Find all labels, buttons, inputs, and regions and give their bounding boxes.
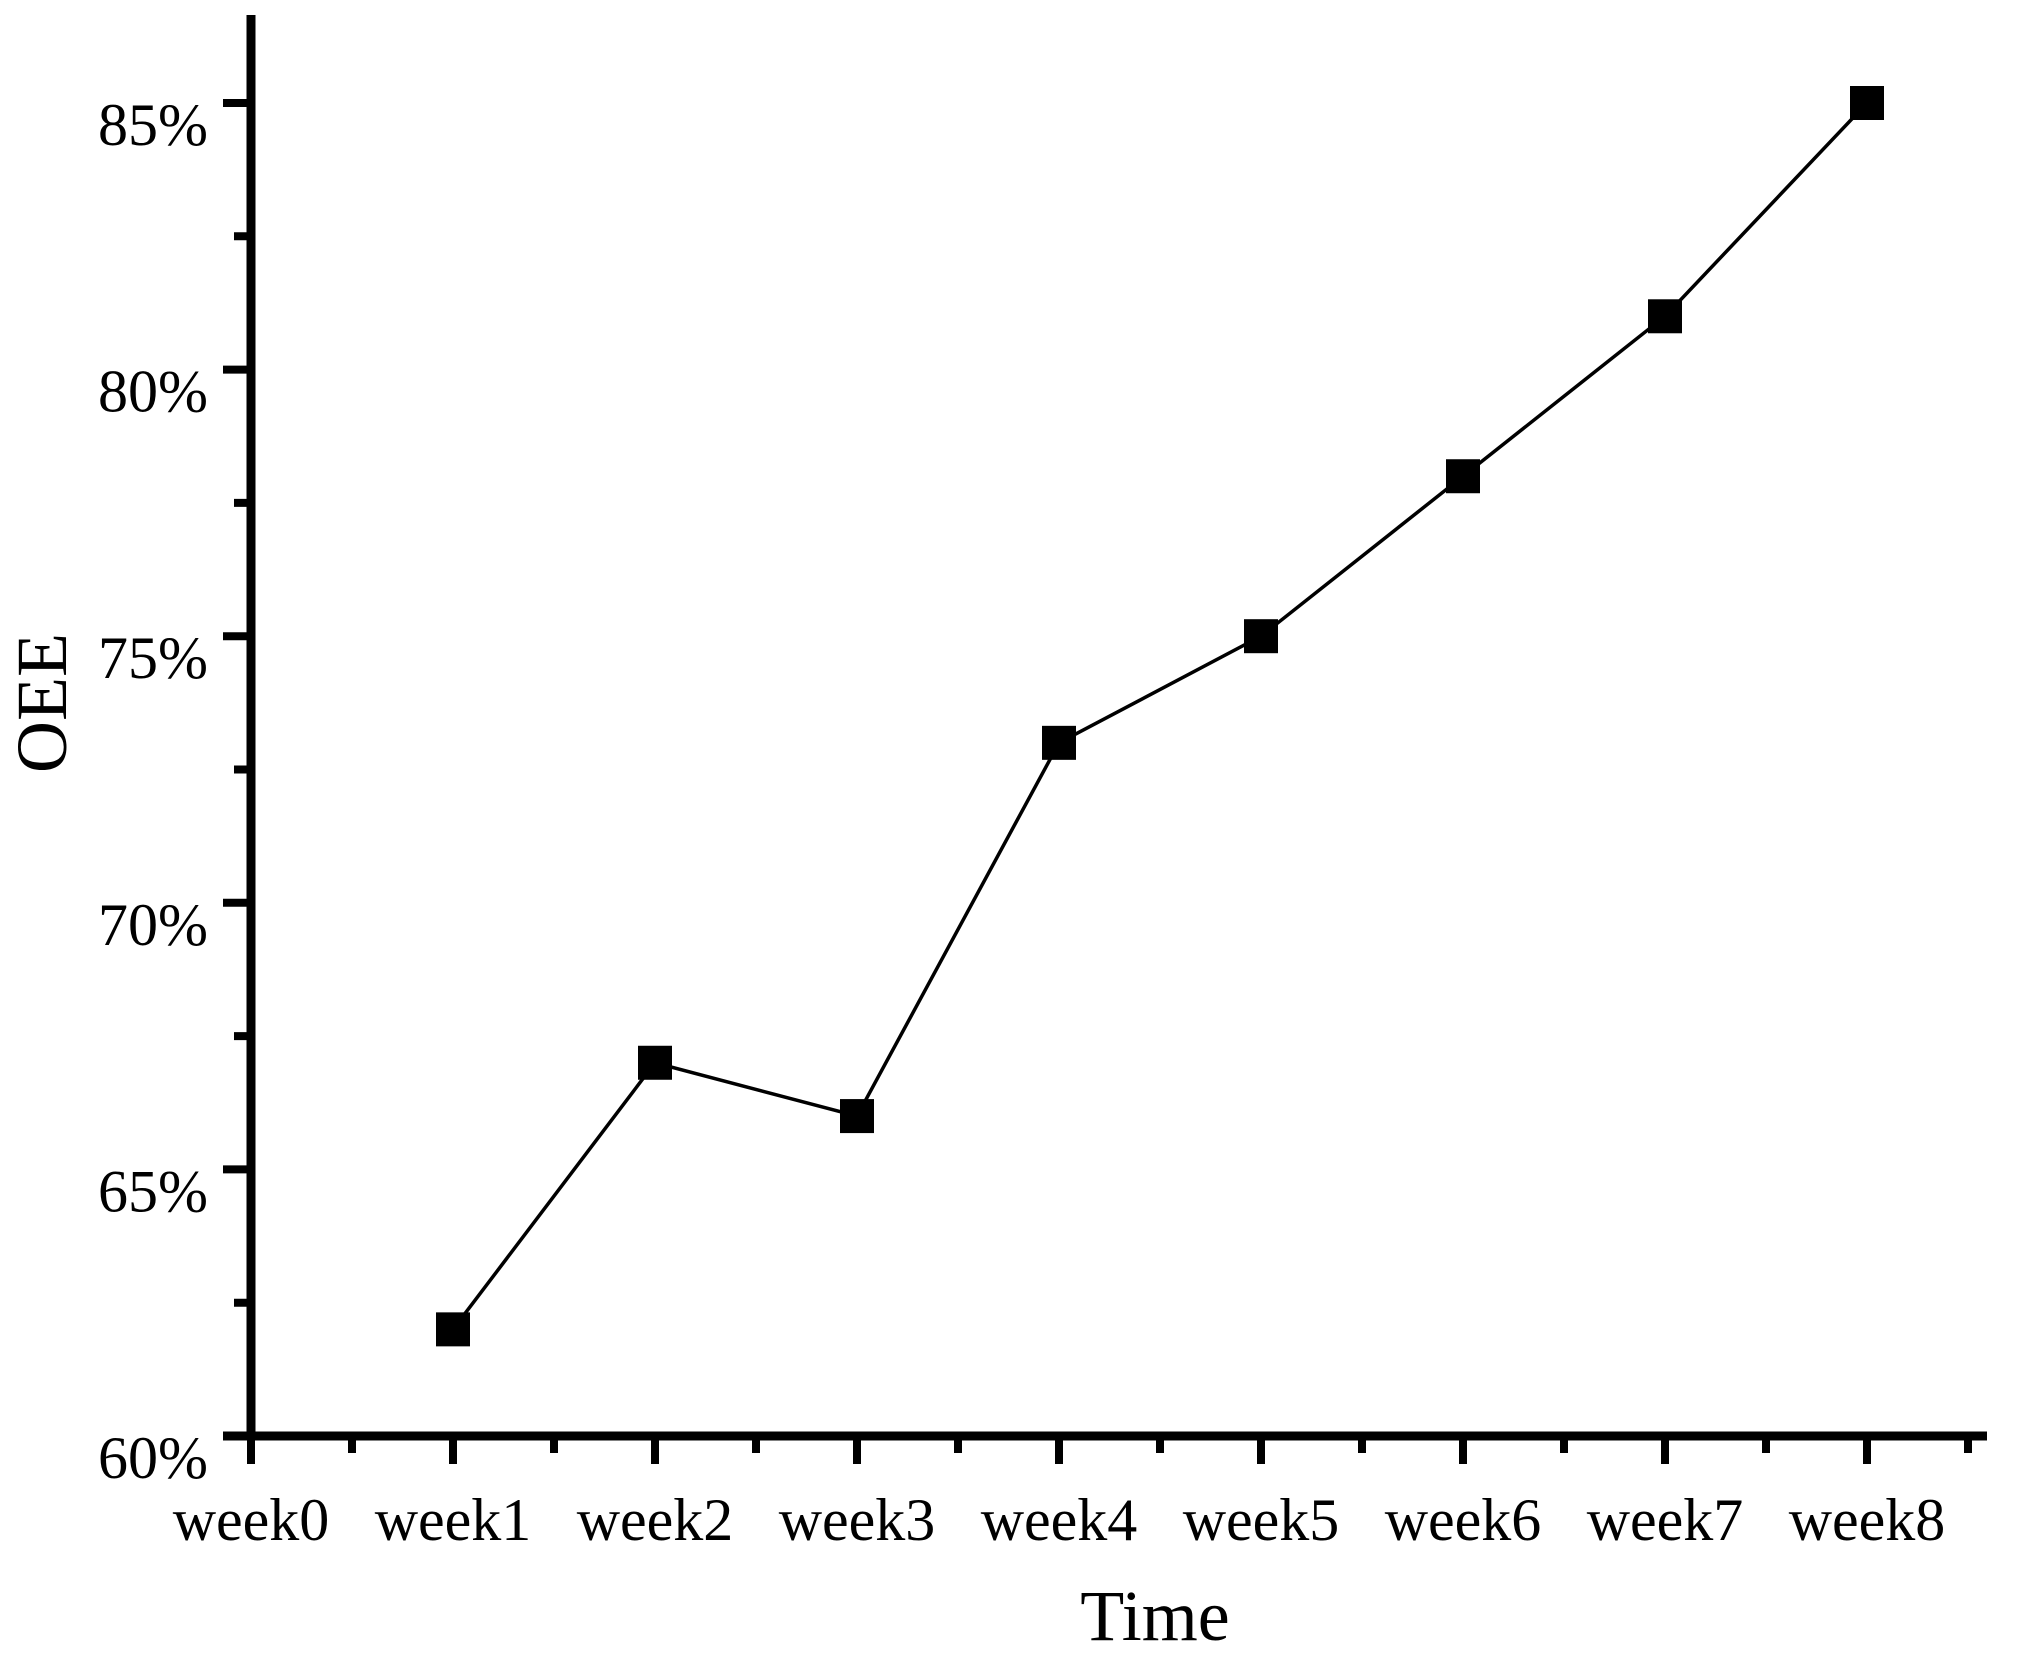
data-point-week7 (1648, 299, 1682, 334)
y-tick-label: 80% (98, 359, 208, 425)
y-tick-label: 60% (98, 1425, 208, 1491)
y-axis-tick-labels: 60% 65% 70% 75% 80% 85% (98, 92, 208, 1491)
x-tick-label: week0 (173, 1487, 330, 1553)
data-point-week4 (1042, 725, 1076, 760)
y-tick-label: 85% (98, 92, 208, 158)
x-tick-label: week2 (577, 1487, 734, 1553)
data-point-week3 (840, 1099, 874, 1134)
y-tick-label: 75% (98, 625, 208, 691)
data-point-week6 (1446, 459, 1480, 494)
y-tick-label: 70% (98, 892, 208, 958)
x-tick-label: week8 (1789, 1487, 1946, 1553)
y-axis-title: OEE (2, 633, 82, 773)
x-tick-label: week1 (375, 1487, 532, 1553)
x-axis-tick-labels: week0 week1 week2 week3 week4 week5 week6 week7… (173, 1487, 1946, 1553)
oee-data-series (436, 86, 1884, 1347)
x-tick-label: week6 (1385, 1487, 1542, 1553)
y-tick-label: 65% (98, 1158, 208, 1224)
data-point-week2 (638, 1045, 672, 1080)
x-axis-title: Time (1080, 1576, 1229, 1656)
x-tick-label: week3 (779, 1487, 936, 1553)
data-point-week1 (436, 1312, 470, 1347)
x-axis-ticks (247, 1436, 1972, 1464)
x-tick-label: week5 (1183, 1487, 1340, 1553)
data-point-week8 (1850, 86, 1884, 120)
series-line (451, 101, 1869, 1331)
y-axis-ticks (223, 99, 251, 1440)
axis-lines (223, 15, 1987, 1441)
x-tick-label: week7 (1587, 1487, 1744, 1553)
x-tick-label: week4 (981, 1487, 1138, 1553)
data-point-week5 (1244, 619, 1278, 654)
